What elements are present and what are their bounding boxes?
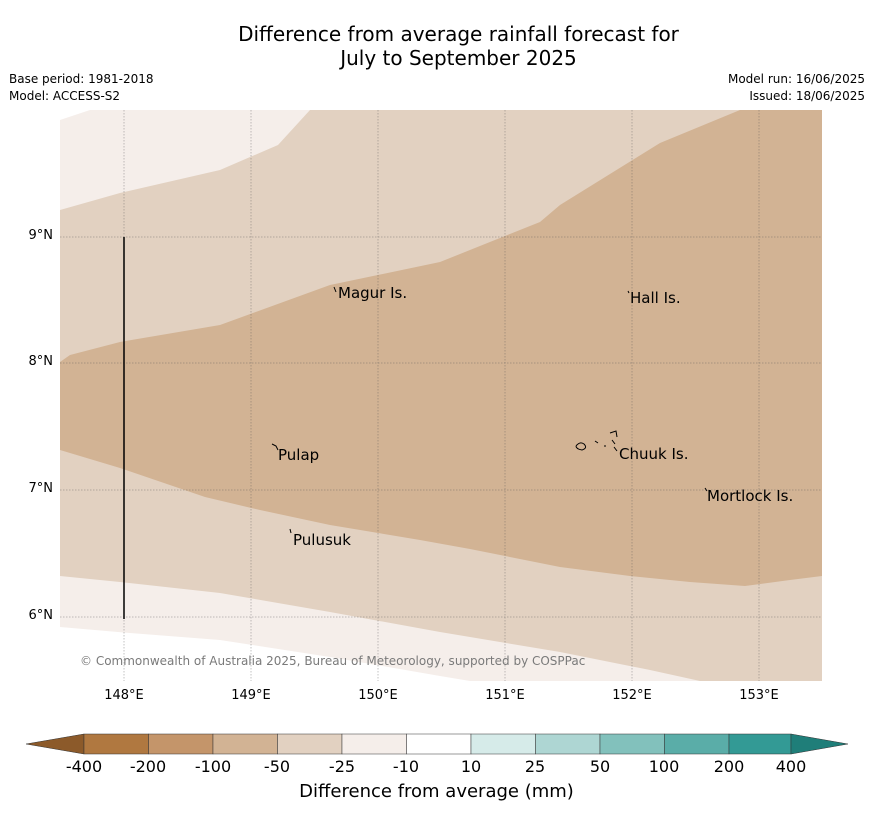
band-minus-25-north <box>60 110 310 210</box>
lat-label-9n: 9°N <box>28 228 54 243</box>
place-label-hall: Hall Is. <box>630 289 681 307</box>
legend-tick-7: 25 <box>524 757 546 776</box>
title-line-2: July to September 2025 <box>340 46 577 70</box>
place-label-mortlock: Mortlock Is. <box>707 487 794 505</box>
metadata-left: Base period: 1981-2018 Model: ACCESS-S2 <box>9 71 154 105</box>
legend-tick-0: -400 <box>65 757 103 776</box>
model-run: Model run: 16/06/2025 <box>727 72 865 86</box>
legend-tick-10: 200 <box>713 757 745 776</box>
band-plus-minus-10 <box>60 110 90 120</box>
band-plus-minus-10-south <box>60 627 470 681</box>
legend-tick-2: -100 <box>194 757 232 776</box>
place-label-pulusuk: Pulusuk <box>293 531 351 549</box>
base-period: Base period: 1981-2018 <box>9 72 154 86</box>
lat-label-7n: 7°N <box>28 481 54 496</box>
issued-date: Issued: 18/06/2025 <box>749 89 865 103</box>
colorbar-high-extend <box>790 733 849 755</box>
lon-label-149e: 149°E <box>231 688 271 703</box>
map-title: Difference from average rainfall forecas… <box>0 22 873 70</box>
place-label-pulap: Pulap <box>278 446 320 464</box>
legend-tick-5: -10 <box>392 757 420 776</box>
band-minus-100 <box>60 110 822 586</box>
lon-label-152e: 152°E <box>612 688 652 703</box>
copyright-notice: © Commonwealth of Australia 2025, Bureau… <box>80 654 586 668</box>
legend-tick-4: -25 <box>328 757 356 776</box>
lat-label-6n: 6°N <box>28 608 54 623</box>
legend-tick-11: 400 <box>775 757 807 776</box>
title-line-1: Difference from average rainfall forecas… <box>238 22 679 46</box>
legend-tick-1: -200 <box>129 757 167 776</box>
colorbar <box>25 733 849 755</box>
lon-label-150e: 150°E <box>358 688 398 703</box>
legend-tick-9: 100 <box>648 757 680 776</box>
legend-title: Difference from average (mm) <box>299 781 574 802</box>
lon-label-148e: 148°E <box>104 688 144 703</box>
island-markers <box>271 286 708 534</box>
lon-label-153e: 153°E <box>739 688 779 703</box>
lon-label-151e: 151°E <box>485 688 525 703</box>
legend-tick-3: -50 <box>263 757 291 776</box>
lat-label-8n: 8°N <box>28 354 54 369</box>
colorbar-low-extend <box>25 733 85 755</box>
place-label-magur: Magur Is. <box>338 284 408 302</box>
map-area <box>60 110 822 681</box>
metadata-right: Model run: 16/06/2025 Issued: 18/06/2025 <box>728 71 865 105</box>
model-name: Model: ACCESS-S2 <box>9 89 121 103</box>
place-label-chuuk: Chuuk Is. <box>619 445 689 463</box>
legend-tick-8: 50 <box>589 757 611 776</box>
legend-tick-6: 10 <box>460 757 482 776</box>
